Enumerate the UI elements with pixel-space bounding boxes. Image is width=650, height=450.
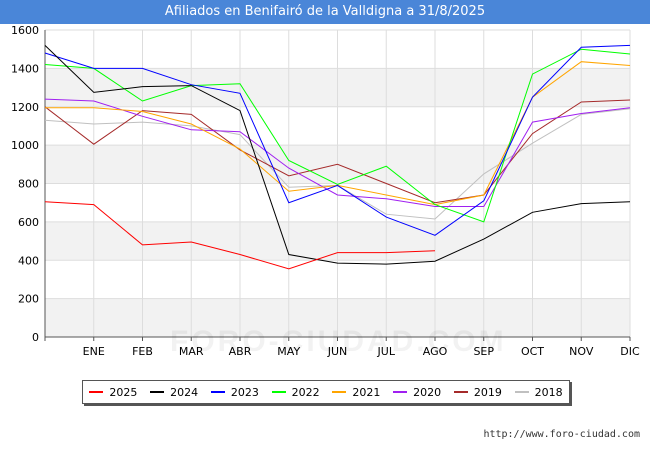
x-tick-label: NOV [569, 345, 594, 358]
x-tick-label: FEB [132, 345, 153, 358]
legend-label: 2020 [413, 385, 442, 399]
legend-swatch [393, 391, 408, 393]
y-tick-label: 1400 [11, 62, 39, 75]
legend-item-2021: 2021 [332, 386, 380, 399]
axes [44, 30, 631, 341]
y-tick-label: 400 [18, 254, 39, 267]
legend-item-2022: 2022 [271, 385, 320, 399]
y-tick-label: 800 [18, 178, 39, 191]
legend-swatch [89, 391, 104, 393]
legend-label: 2024 [170, 385, 199, 399]
legend-label: 2019 [473, 385, 502, 399]
x-tick-label: AGO [423, 345, 448, 358]
legend-label: 2023 [230, 385, 259, 399]
legend-item-2024: 2024 [150, 386, 198, 399]
footer-url: http://www.foro-ciudad.com [483, 429, 640, 440]
y-tick-label: 600 [18, 216, 39, 229]
legend-swatch [514, 391, 529, 393]
x-tick-label: JUN [327, 345, 348, 358]
x-tick-label: SEP [473, 345, 494, 358]
x-tick-label: DIC [620, 345, 640, 358]
legend-swatch [332, 391, 347, 393]
series-line-2023 [44, 44, 631, 236]
y-tick-label: 200 [18, 293, 39, 306]
y-tick-label: 1600 [11, 24, 39, 37]
legend-swatch [210, 391, 225, 393]
legend-item-2019: 2019 [453, 385, 502, 399]
series-line-2025 [44, 201, 436, 270]
legend-label: 2022 [291, 385, 320, 399]
y-tick-label: 1200 [11, 101, 39, 114]
legend-item-2018: 2018 [514, 385, 563, 399]
legend-label: 2018 [534, 385, 563, 399]
x-tick-label: ABR [229, 345, 252, 358]
x-tick-label: JUL [377, 345, 396, 358]
series-line-2020 [44, 98, 631, 207]
y-tick-label: 1000 [11, 139, 39, 152]
x-tick-label: MAR [179, 345, 204, 358]
watermark: FORO-CIUDAD.COM [170, 325, 507, 358]
series-line-2019 [44, 99, 631, 204]
x-tick-label: ENE [83, 345, 105, 358]
chart-title: Afiliados en Benifairó de la Valldigna a… [0, 0, 650, 24]
legend-swatch [150, 391, 165, 393]
series-lines [44, 44, 631, 270]
legend-item-2025: 2025 [89, 386, 137, 399]
legend-item-2023: 2023 [210, 385, 259, 399]
x-tick-label: OCT [521, 345, 544, 358]
legend-swatch [453, 391, 468, 393]
legend-label: 2021 [352, 385, 381, 399]
line-chart: 0 200 400 600 800 1000 1200 1400 1600 ENE FEB MAR AB… [11, 24, 640, 358]
y-tick-label: 0 [32, 331, 39, 344]
tick-labels: 0 200 400 600 800 1000 1200 1400 1600 ENE FEB MAR AB… [11, 24, 640, 358]
series-line-2024 [44, 45, 631, 265]
legend-swatch [271, 391, 286, 393]
legend-label: 2025 [109, 385, 138, 399]
series-line-2022 [44, 48, 631, 223]
legend: 2025 2024 2023 2022 2021 2020 2019 2018 [82, 380, 570, 404]
x-tick-label: MAY [277, 345, 300, 358]
legend-item-2020: 2020 [393, 386, 441, 399]
